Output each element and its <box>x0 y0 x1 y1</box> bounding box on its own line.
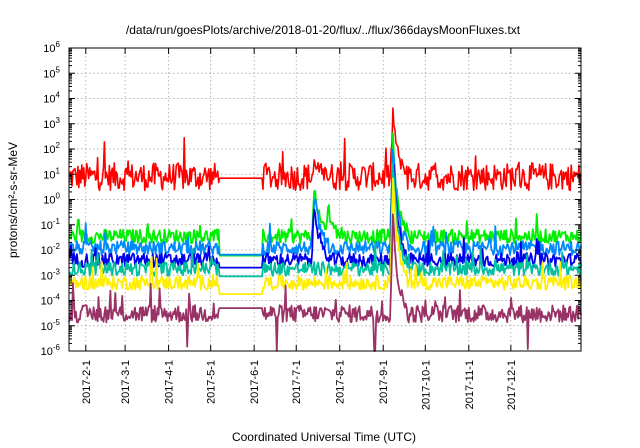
y-tick-label: 10-1 <box>41 217 61 232</box>
y-tick-label: 101 <box>43 166 60 181</box>
x-tick-label: 2017-5-1 <box>206 360 218 404</box>
x-tick-label: 2017-4-1 <box>164 360 176 404</box>
y-tick-label: 10-5 <box>41 318 61 333</box>
y-tick-label: 106 <box>43 40 60 55</box>
y-tick-label: 10-3 <box>41 267 61 282</box>
x-tick-label: 2017-6-1 <box>249 360 261 404</box>
y-tick-label: 104 <box>43 91 60 106</box>
chart-title: /data/run/goesPlots/archive/2018-01-20/f… <box>126 23 521 37</box>
ticks: 10-6 10-5 10-4 10-3 10-2 10-1 100 101 102 103 104 1… <box>41 40 581 410</box>
y-tick-label: 10-2 <box>41 242 61 257</box>
x-tick-label: 2017-2-1 <box>81 360 93 404</box>
x-tick-label: 2017-12-1 <box>506 360 518 410</box>
y-axis-label-text: protons/cm²-s-sr-MeV <box>6 142 20 258</box>
y-tick-label: 10-4 <box>41 293 61 308</box>
series-line <box>68 163 582 269</box>
y-tick-label: 100 <box>43 192 60 207</box>
series-line <box>68 107 582 192</box>
grid <box>69 48 581 351</box>
y-axis-label: protons/cm²-s-sr-MeV <box>6 142 20 258</box>
y-tick-label: 105 <box>43 65 60 80</box>
y-tick-label: 103 <box>43 116 60 131</box>
x-tick-label: 2017-9-1 <box>378 360 390 404</box>
x-tick-label: 2017-7-1 <box>291 360 303 404</box>
y-tick-label: 102 <box>43 141 60 156</box>
x-tick-label: 2017-3-1 <box>120 360 132 404</box>
series-line <box>68 213 582 352</box>
series-layer <box>68 107 582 352</box>
x-tick-label: 2017-10-1 <box>420 360 432 410</box>
x-tick-label: 2017-11-1 <box>464 360 476 409</box>
y-tick-label: 10-6 <box>41 343 61 358</box>
x-tick-label: 2017-8-1 <box>335 360 347 404</box>
x-axis-label: Coordinated Universal Time (UTC) <box>232 430 416 444</box>
series-line <box>68 177 582 296</box>
